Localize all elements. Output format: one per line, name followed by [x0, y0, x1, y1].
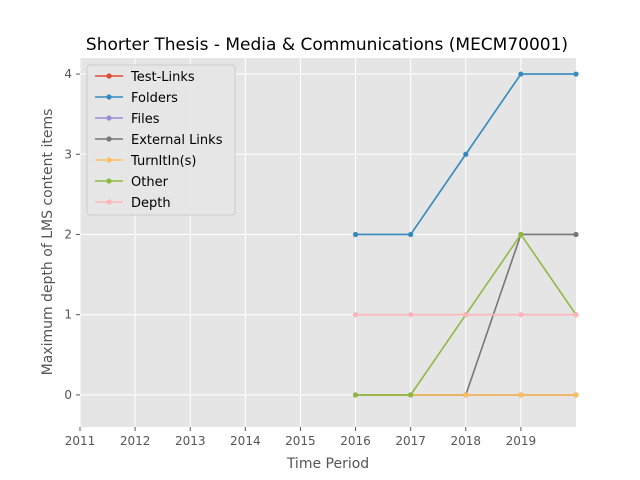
data-point	[352, 392, 359, 398]
legend-item: Test-Links	[95, 70, 195, 85]
y-axis-ticks: 0 1 2 3 4	[64, 67, 80, 402]
data-point	[352, 312, 359, 318]
legend-label: Files	[131, 112, 160, 127]
legend-marker	[106, 178, 112, 184]
legend-label: Depth	[131, 196, 171, 211]
x-tick-label: 2019	[506, 434, 537, 448]
x-tick-label: 2017	[395, 434, 426, 448]
data-point	[352, 231, 359, 238]
legend-label: Other	[131, 175, 169, 190]
y-tick-label: 4	[64, 67, 72, 81]
legend-box	[86, 64, 236, 216]
data-point	[573, 312, 579, 318]
y-axis-label: Maximum depth of LMS content items	[40, 109, 56, 376]
y-tick-label: 2	[64, 227, 72, 241]
legend: Test-Links Folders Files External Links Turn…	[86, 64, 236, 216]
legend-item: Folders	[95, 91, 178, 106]
x-tick-label: 2012	[120, 434, 151, 448]
x-tick-label: 2013	[175, 434, 206, 448]
legend-marker	[106, 73, 112, 79]
data-point	[518, 392, 524, 398]
series-folders	[352, 71, 579, 238]
series-depth	[352, 312, 579, 318]
series-lines	[352, 71, 579, 398]
data-point	[518, 71, 524, 77]
legend-label: External Links	[131, 133, 223, 148]
legend-marker	[106, 94, 112, 100]
legend-label: Folders	[131, 91, 178, 106]
data-point	[408, 312, 414, 318]
data-point	[518, 312, 524, 318]
data-point	[463, 392, 469, 398]
data-point	[573, 71, 579, 77]
y-tick-label: 1	[64, 308, 72, 322]
legend-item: Other	[95, 175, 169, 190]
x-tick-label: 2011	[65, 434, 96, 448]
data-point	[573, 231, 579, 238]
data-point	[518, 231, 524, 238]
chart-title: Shorter Thesis - Media & Communications …	[86, 35, 568, 55]
y-tick-label: 0	[64, 388, 72, 402]
data-point	[408, 392, 414, 398]
legend-label: Test-Links	[130, 70, 195, 85]
legend-item: Depth	[95, 196, 171, 211]
x-tick-label: 2018	[451, 434, 482, 448]
legend-item: Files	[95, 112, 160, 127]
legend-marker	[106, 115, 112, 121]
legend-label: TurnItIn(s)	[130, 154, 196, 169]
legend-item: External Links	[95, 133, 223, 148]
legend-marker	[106, 157, 112, 163]
x-axis-label: Time Period	[286, 456, 369, 472]
x-axis-ticks: 2011 2012 2013 2014 2015 2016 2017 2018 2019	[65, 427, 536, 448]
x-tick-label: 2016	[340, 434, 371, 448]
x-tick-label: 2015	[285, 434, 316, 448]
data-point	[573, 392, 579, 398]
x-tick-label: 2014	[230, 434, 261, 448]
legend-item: TurnItIn(s)	[95, 154, 196, 169]
legend-marker	[106, 136, 112, 142]
data-point	[463, 151, 469, 157]
legend-marker	[106, 199, 112, 205]
y-tick-label: 3	[64, 147, 72, 161]
data-point	[463, 312, 469, 318]
data-point	[408, 231, 414, 238]
